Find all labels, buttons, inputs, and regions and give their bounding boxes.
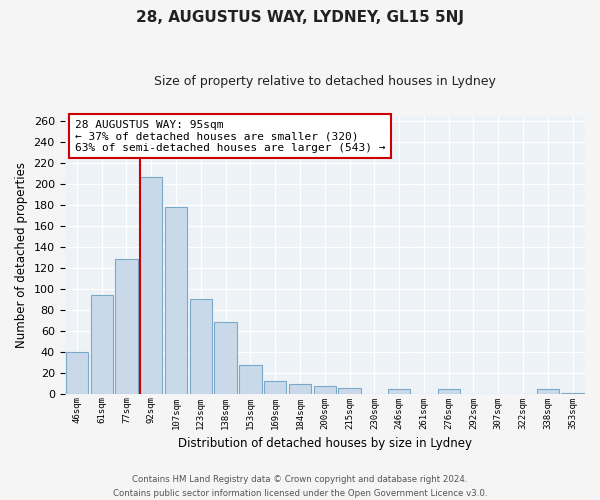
Text: Contains HM Land Registry data © Crown copyright and database right 2024.
Contai: Contains HM Land Registry data © Crown c… (113, 476, 487, 498)
Bar (338, 388, 361, 394)
Bar (214, 322, 237, 394)
Bar (388, 390, 410, 394)
Bar (314, 386, 336, 394)
Text: 28, AUGUSTUS WAY, LYDNEY, GL15 5NJ: 28, AUGUSTUS WAY, LYDNEY, GL15 5NJ (136, 10, 464, 25)
Bar (190, 299, 212, 394)
Bar (437, 390, 460, 394)
Y-axis label: Number of detached properties: Number of detached properties (15, 162, 28, 348)
Text: 28 AUGUSTUS WAY: 95sqm
← 37% of detached houses are smaller (320)
63% of semi-de: 28 AUGUSTUS WAY: 95sqm ← 37% of detached… (75, 120, 385, 153)
X-axis label: Distribution of detached houses by size in Lydney: Distribution of detached houses by size … (178, 437, 472, 450)
Bar (239, 366, 262, 394)
Bar (66, 352, 88, 394)
Bar (91, 295, 113, 394)
Bar (264, 381, 286, 394)
Bar (562, 392, 584, 394)
Bar (140, 178, 163, 394)
Bar (536, 390, 559, 394)
Bar (165, 207, 187, 394)
Bar (115, 260, 137, 394)
Title: Size of property relative to detached houses in Lydney: Size of property relative to detached ho… (154, 75, 496, 88)
Bar (289, 384, 311, 394)
